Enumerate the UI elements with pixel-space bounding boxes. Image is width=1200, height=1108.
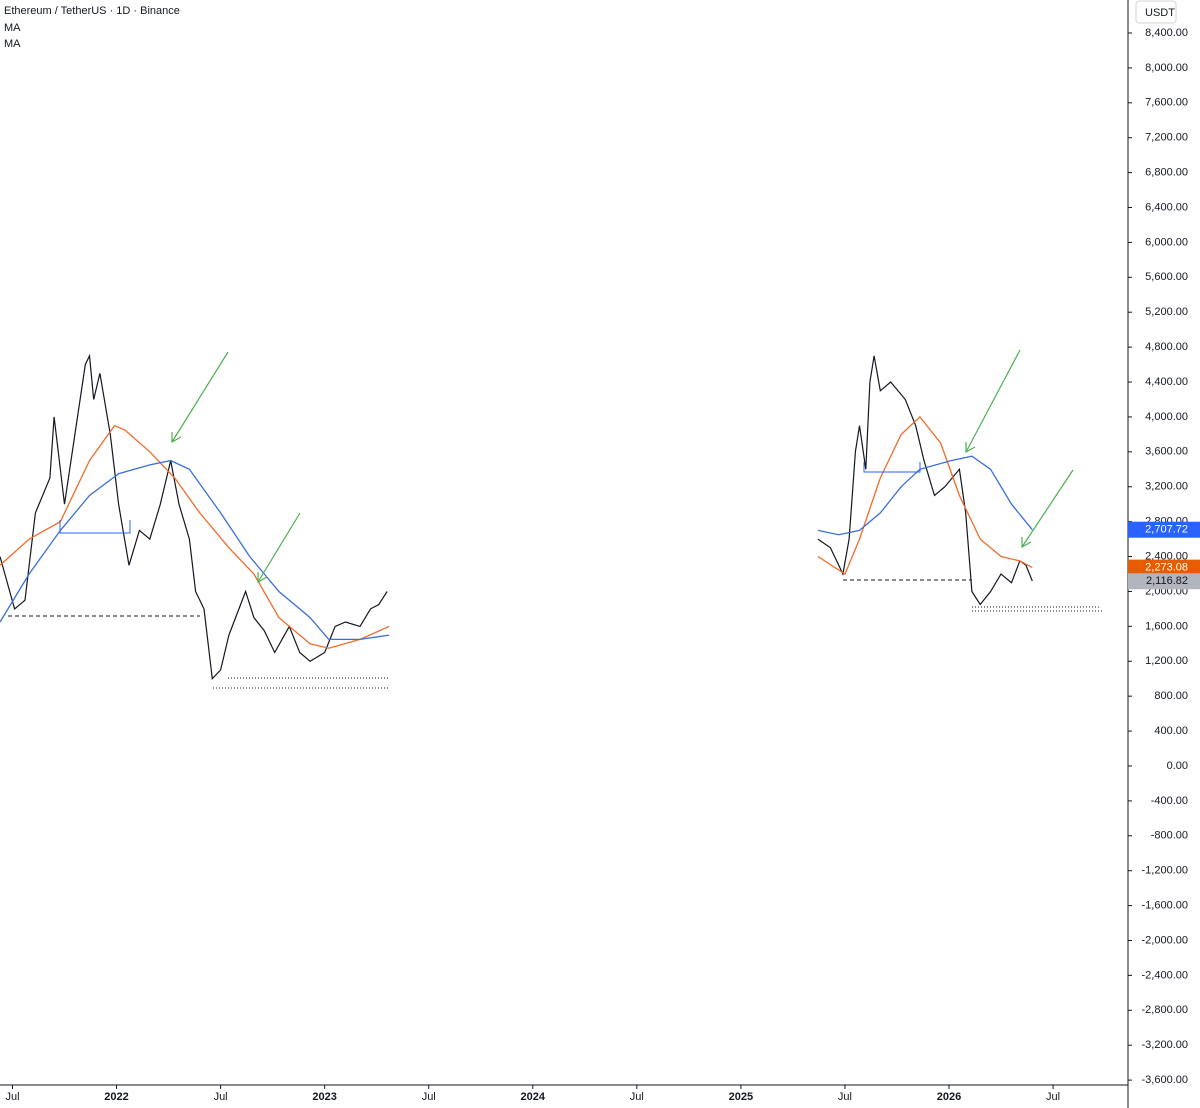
price-badge xyxy=(1128,559,1200,576)
y-tick-label: 6,800.00 xyxy=(1145,167,1188,179)
y-tick-label: 3,600.00 xyxy=(1145,446,1188,458)
y-tick-label: 2,400.00 xyxy=(1145,550,1188,562)
y-tick-label: 6,000.00 xyxy=(1145,236,1188,248)
x-tick-label: Jul xyxy=(422,1091,436,1103)
y-tick-label: 7,600.00 xyxy=(1145,97,1188,109)
price-line xyxy=(0,415,1033,649)
unit-box[interactable] xyxy=(1135,0,1177,24)
price-badge-label: 2,707.72 xyxy=(1145,524,1188,536)
drawings xyxy=(8,349,1102,689)
y-tick-label: 4,000.00 xyxy=(1145,411,1188,423)
y-tick-label: 5,600.00 xyxy=(1145,271,1188,283)
y-tick-label: 8,400.00 xyxy=(1145,27,1188,39)
y-tick-label: 1,600.00 xyxy=(1145,620,1188,632)
range-box xyxy=(59,520,131,534)
y-tick-label: 6,400.00 xyxy=(1145,201,1188,213)
y-tick-label: 8,000.00 xyxy=(1145,62,1188,74)
x-tick-label: Jul xyxy=(5,1091,19,1103)
y-tick-label: -1,600.00 xyxy=(1142,899,1188,911)
x-tick-label: 2024 xyxy=(521,1091,546,1103)
chart-title: Ethereum / TetherUS · 1D · Binance xyxy=(4,5,180,17)
price-badge xyxy=(1128,573,1200,590)
x-tick-label: 2022 xyxy=(104,1091,128,1103)
range-box xyxy=(863,462,921,473)
y-tick-label: -2,000.00 xyxy=(1142,934,1188,946)
y-tick-label: 4,400.00 xyxy=(1145,376,1188,388)
x-tick-label: Jul xyxy=(838,1091,852,1103)
x-tick-label: 2026 xyxy=(937,1091,961,1103)
y-tick-label: 1,200.00 xyxy=(1145,655,1188,667)
y-tick-label: 400.00 xyxy=(1154,725,1188,737)
y-tick-label: -2,400.00 xyxy=(1142,969,1188,981)
axis-unit: USDT xyxy=(1145,7,1175,19)
x-tick-label: Jul xyxy=(1046,1091,1060,1103)
y-tick-label: 7,200.00 xyxy=(1145,132,1188,144)
y-tick-label: -400.00 xyxy=(1151,795,1188,807)
y-tick-label: 5,200.00 xyxy=(1145,306,1188,318)
price-badge-label: 2,116.82 xyxy=(1146,575,1188,587)
price-badge-label: 2,273.08 xyxy=(1145,562,1188,574)
legend-entry: MA xyxy=(4,38,21,50)
y-tick-label: 800.00 xyxy=(1154,690,1188,702)
y-tick-label: 3,200.00 xyxy=(1145,481,1188,493)
price-badge xyxy=(1128,521,1200,538)
y-tick-label: 4,800.00 xyxy=(1145,341,1188,353)
arrows xyxy=(171,349,1074,584)
y-tick-label: -800.00 xyxy=(1151,830,1188,842)
price-line xyxy=(0,353,1033,681)
y-tick-label: -2,800.00 xyxy=(1142,1004,1188,1016)
y-tick-label: 0.00 xyxy=(1167,760,1188,772)
legend-entry: MA xyxy=(4,22,21,34)
y-tick-label: -1,200.00 xyxy=(1142,865,1188,877)
x-tick-label: 2023 xyxy=(312,1091,336,1103)
y-tick-label: -3,600.00 xyxy=(1142,1074,1188,1086)
x-tick-label: Jul xyxy=(214,1091,228,1103)
x-tick-label: 2025 xyxy=(729,1091,753,1103)
y-tick-label: -3,200.00 xyxy=(1142,1039,1188,1051)
x-tick-label: Jul xyxy=(630,1091,644,1103)
